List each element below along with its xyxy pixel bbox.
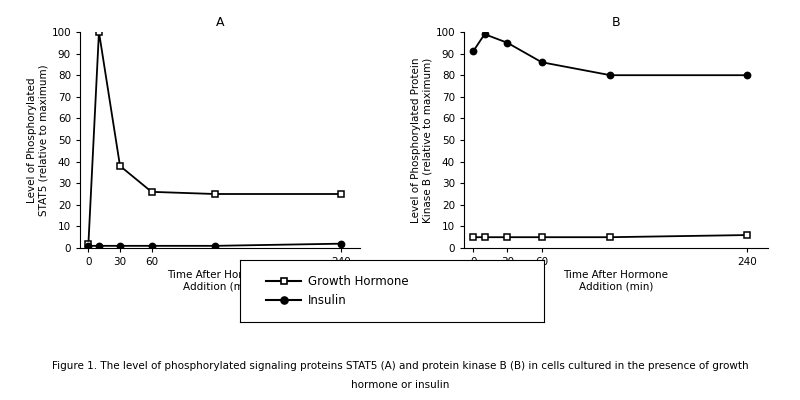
Y-axis label: Level of Phosphorylated
STAT5 (relative to maximum): Level of Phosphorylated STAT5 (relative … <box>27 64 49 216</box>
Legend: Growth Hormone, Insulin: Growth Hormone, Insulin <box>261 270 414 312</box>
X-axis label: Time After Hormone
Addition (min): Time After Hormone Addition (min) <box>167 270 273 292</box>
X-axis label: Time After Hormone
Addition (min): Time After Hormone Addition (min) <box>563 270 669 292</box>
Title: B: B <box>612 16 620 30</box>
Title: A: A <box>216 16 224 30</box>
Y-axis label: Level of Phosphorylated Protein
Kinase B (relative to maximum): Level of Phosphorylated Protein Kinase B… <box>411 57 433 223</box>
Text: hormone or insulin: hormone or insulin <box>351 380 449 390</box>
Text: Figure 1. The level of phosphorylated signaling proteins STAT5 (A) and protein k: Figure 1. The level of phosphorylated si… <box>52 361 748 371</box>
